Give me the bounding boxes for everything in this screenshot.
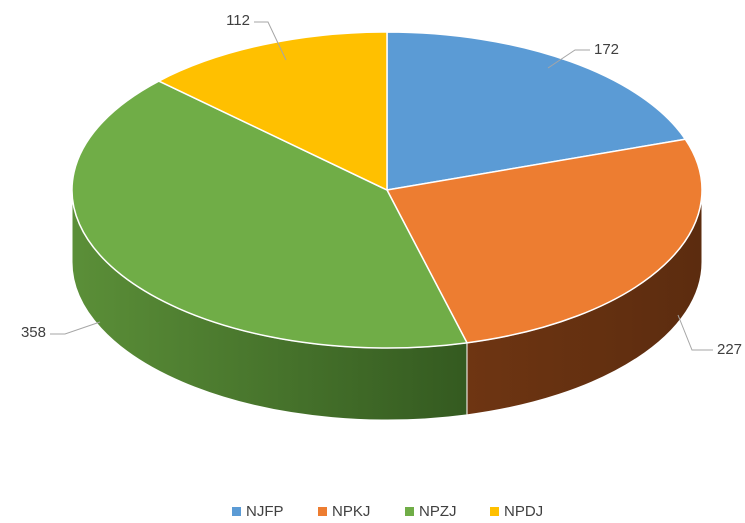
pie-slice — [157, 31, 388, 192]
legend-swatch — [490, 507, 499, 516]
legend-label: NPKJ — [332, 503, 370, 520]
leader-line — [50, 321, 101, 335]
legend-label: NJFP — [246, 503, 284, 520]
pie-slice — [71, 80, 469, 349]
legend-swatch — [405, 507, 414, 516]
pie-slice — [386, 31, 687, 191]
data-label: 358 — [21, 324, 46, 341]
leader-line — [677, 314, 713, 351]
pie-slice — [385, 138, 703, 344]
data-label: 112 — [226, 12, 250, 29]
leader-line — [254, 21, 287, 61]
legend-swatch — [232, 507, 241, 516]
data-label: 227 — [717, 341, 742, 358]
legend-label: NPDJ — [504, 503, 543, 520]
leader-line — [547, 49, 590, 69]
data-label: 172 — [594, 41, 619, 58]
legend-swatch — [318, 507, 327, 516]
legend-label: NPZJ — [419, 503, 457, 520]
